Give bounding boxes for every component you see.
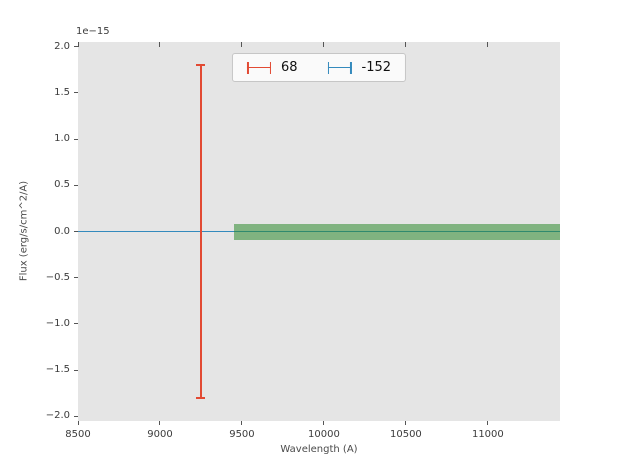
y-tick-mark <box>74 277 78 279</box>
x-top-tick-mark <box>159 42 161 47</box>
y-tick-mark <box>74 46 78 48</box>
x-axis-label: Wavelength (A) <box>280 444 358 455</box>
errorbar-glyph-red <box>246 61 271 74</box>
y-tick-mark <box>74 184 78 186</box>
y-tick-mark <box>74 138 78 140</box>
legend-label: 68 <box>280 60 298 75</box>
errorbar-line-icon <box>246 66 271 69</box>
y-axis-offset-text: 1e−15 <box>76 26 110 37</box>
y-tick-label: 2.0 <box>54 40 70 52</box>
x-tick-label: 10000 <box>308 429 340 440</box>
x-top-tick-mark <box>405 42 407 47</box>
y-tick-label: 0.0 <box>54 225 70 237</box>
x-tick-label: 8500 <box>65 429 91 440</box>
y-tick-label: −1.0 <box>45 317 70 329</box>
legend-entry: -152 <box>327 60 392 75</box>
errorbar-cap-bottom <box>196 397 206 399</box>
x-tick-mark <box>159 421 161 425</box>
y-axis-label: Flux (erg/s/cm^2/A) <box>18 180 30 282</box>
legend-entry: 68 <box>246 60 298 75</box>
errorbar-cap-icon <box>269 61 271 74</box>
plot-area: 68 -152 <box>78 42 560 421</box>
errorbar-cap-icon <box>350 61 352 74</box>
y-tick-label: −1.5 <box>45 364 70 376</box>
x-tick-mark <box>323 421 325 425</box>
x-tick-label: 10500 <box>389 429 422 440</box>
x-top-tick-mark <box>323 42 325 47</box>
y-tick-mark <box>74 231 78 232</box>
x-top-tick-mark <box>77 42 79 47</box>
y-tick-label: −0.5 <box>45 271 70 283</box>
series-band <box>233 224 560 240</box>
errorbar-line <box>200 65 202 398</box>
errorbar-cap-top <box>196 64 206 66</box>
errorbar-line-icon <box>327 66 352 69</box>
y-tick-label: −2.0 <box>45 410 70 422</box>
x-tick-label: 9500 <box>229 429 255 440</box>
x-tick-mark <box>77 421 79 425</box>
x-top-tick-mark <box>241 42 243 47</box>
x-tick-label: 11000 <box>471 429 504 440</box>
y-tick-mark <box>74 415 78 417</box>
x-tick-mark <box>241 421 243 425</box>
legend: 68 -152 <box>231 53 407 82</box>
x-tick-mark <box>405 421 407 425</box>
y-tick-label: 1.0 <box>54 133 70 145</box>
y-tick-mark <box>74 92 78 94</box>
y-tick-label: 0.5 <box>54 179 70 191</box>
y-tick-label: 1.5 <box>54 86 70 98</box>
y-tick-mark <box>74 323 78 325</box>
legend-label: -152 <box>361 60 392 75</box>
y-tick-mark <box>74 369 78 371</box>
x-tick-label: 9000 <box>147 429 173 440</box>
x-tick-mark <box>487 421 489 425</box>
errorbar-glyph-blue <box>327 61 352 74</box>
x-top-tick-mark <box>487 42 489 47</box>
